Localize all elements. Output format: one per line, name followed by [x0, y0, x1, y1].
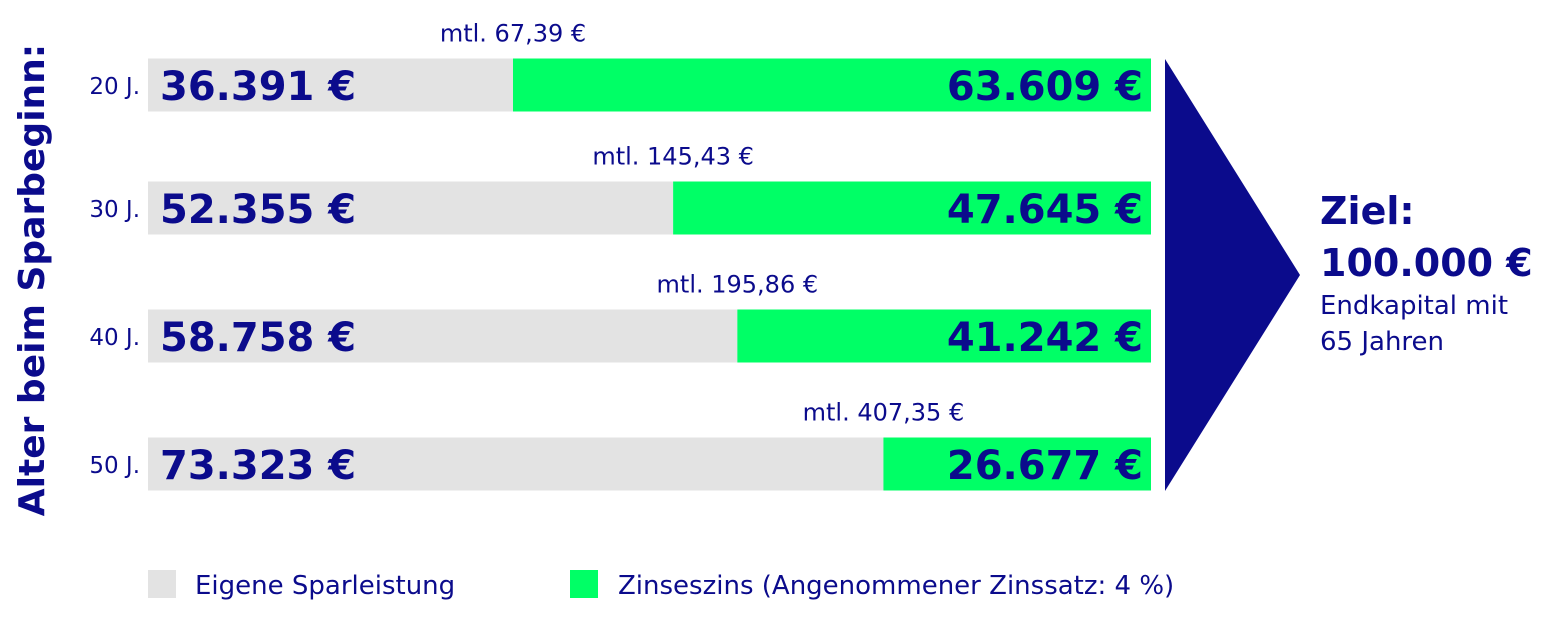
- legend-label-interest: Zinseszins (Angenommener Zinssatz: 4 %): [618, 571, 1174, 601]
- row-label: 40 J.: [89, 325, 140, 351]
- goal-subtitle-line-1: Endkapital mit: [1320, 291, 1508, 321]
- bar-own-savings: [148, 58, 514, 112]
- monthly-rate-label: mtl. 145,43 €: [592, 143, 754, 171]
- bar-interest: [883, 437, 1151, 491]
- bar-own-savings: [148, 309, 738, 363]
- legend-swatch-interest: [570, 570, 598, 598]
- row-label: 50 J.: [89, 453, 140, 479]
- data-label-own-savings: 52.355 €: [160, 187, 356, 233]
- data-label-interest: 63.609 €: [947, 64, 1143, 110]
- goal-arrow: [1165, 59, 1300, 491]
- monthly-rate-label: mtl. 407,35 €: [803, 399, 965, 427]
- goal-subtitle-line-2: 65 Jahren: [1320, 327, 1444, 357]
- bar-own-savings: [148, 437, 884, 491]
- bar-interest: [737, 309, 1151, 363]
- bar-interest: [673, 181, 1151, 235]
- y-axis-title: Alter beim Sparbeginn:: [12, 44, 53, 516]
- legend-label-own-savings: Eigene Sparleistung: [195, 571, 455, 601]
- goal-value: 100.000 €: [1320, 241, 1533, 285]
- data-label-interest: 26.677 €: [947, 443, 1143, 489]
- data-label-own-savings: 58.758 €: [160, 315, 356, 361]
- data-label-interest: 41.242 €: [947, 315, 1143, 361]
- row-label: 30 J.: [89, 197, 140, 223]
- data-label-own-savings: 73.323 €: [160, 443, 356, 489]
- bars-group: 20 J. 36.391 € 63.609 € mtl. 67,39 € 30 J. 52…: [89, 20, 1151, 491]
- data-label-own-savings: 36.391 €: [160, 64, 356, 110]
- bar-own-savings: [148, 181, 674, 235]
- row-label: 20 J.: [89, 74, 140, 100]
- data-label-interest: 47.645 €: [947, 187, 1143, 233]
- legend-swatch-own-savings: [148, 570, 176, 598]
- bar-interest: [513, 58, 1151, 112]
- monthly-rate-label: mtl. 67,39 €: [440, 20, 586, 48]
- monthly-rate-label: mtl. 195,86 €: [657, 271, 819, 299]
- goal-title: Ziel:: [1320, 189, 1415, 233]
- legend: Eigene Sparleistung Zinseszins (Angenomm…: [148, 570, 1174, 601]
